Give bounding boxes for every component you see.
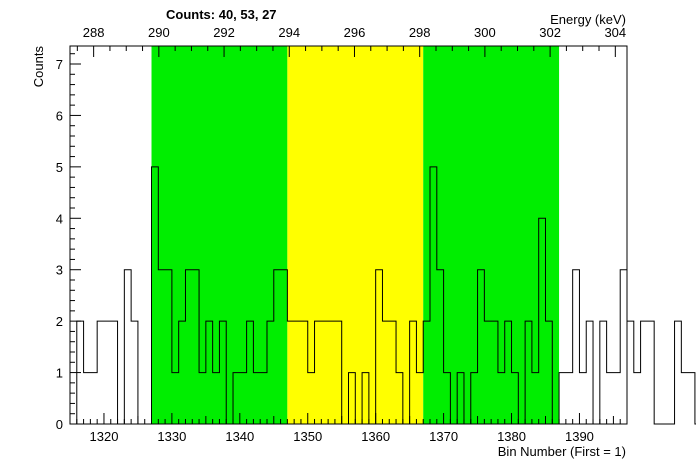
energy-tick-label: 288 xyxy=(83,25,105,40)
x-tick-label: 1340 xyxy=(225,429,254,444)
energy-tick-label: 302 xyxy=(539,25,561,40)
x-tick-label: 1350 xyxy=(293,429,322,444)
y-tick-label: 5 xyxy=(56,160,63,175)
x-axis-ticks: 1320 1330 1340 1350 1360 1370 1380 1390 xyxy=(69,413,628,444)
y-tick-label: 4 xyxy=(56,211,63,226)
y-tick-label: 3 xyxy=(56,263,63,278)
x-tick-label: 1390 xyxy=(565,429,594,444)
energy-tick-label: 296 xyxy=(344,25,366,40)
y-tick-label: 7 xyxy=(56,57,63,72)
energy-tick-label: 290 xyxy=(148,25,170,40)
energy-regions xyxy=(151,46,560,424)
x-tick-label: 1380 xyxy=(497,429,526,444)
y-tick-label: 2 xyxy=(56,314,63,329)
region-3 xyxy=(423,46,560,424)
counts-title: Counts: 40, 53, 27 xyxy=(166,7,277,22)
y-tick-label: 6 xyxy=(56,108,63,123)
energy-tick-label: 300 xyxy=(474,25,496,40)
y-axis-ticks: 0 1 2 3 4 5 6 7 xyxy=(56,53,81,432)
energy-tick-label: 292 xyxy=(213,25,235,40)
x-tick-label: 1370 xyxy=(429,429,458,444)
energy-tick-label: 294 xyxy=(278,25,300,40)
x-tick-label: 1360 xyxy=(361,429,390,444)
y-tick-label: 0 xyxy=(56,417,63,432)
energy-axis-title: Energy (keV) xyxy=(550,12,626,27)
energy-tick-label: 304 xyxy=(604,25,626,40)
energy-tick-label: 298 xyxy=(409,25,431,40)
y-tick-label: 1 xyxy=(56,366,63,381)
histogram-step-line xyxy=(70,166,696,425)
x-axis-title: Bin Number (First = 1) xyxy=(498,444,626,459)
x-tick-label: 1320 xyxy=(90,429,119,444)
energy-axis-ticks: 288 290 292 294 296 298 300 302 304 xyxy=(76,25,626,57)
x-tick-label: 1330 xyxy=(157,429,186,444)
region-2 xyxy=(287,46,424,424)
y-axis-title: Counts xyxy=(31,46,46,88)
